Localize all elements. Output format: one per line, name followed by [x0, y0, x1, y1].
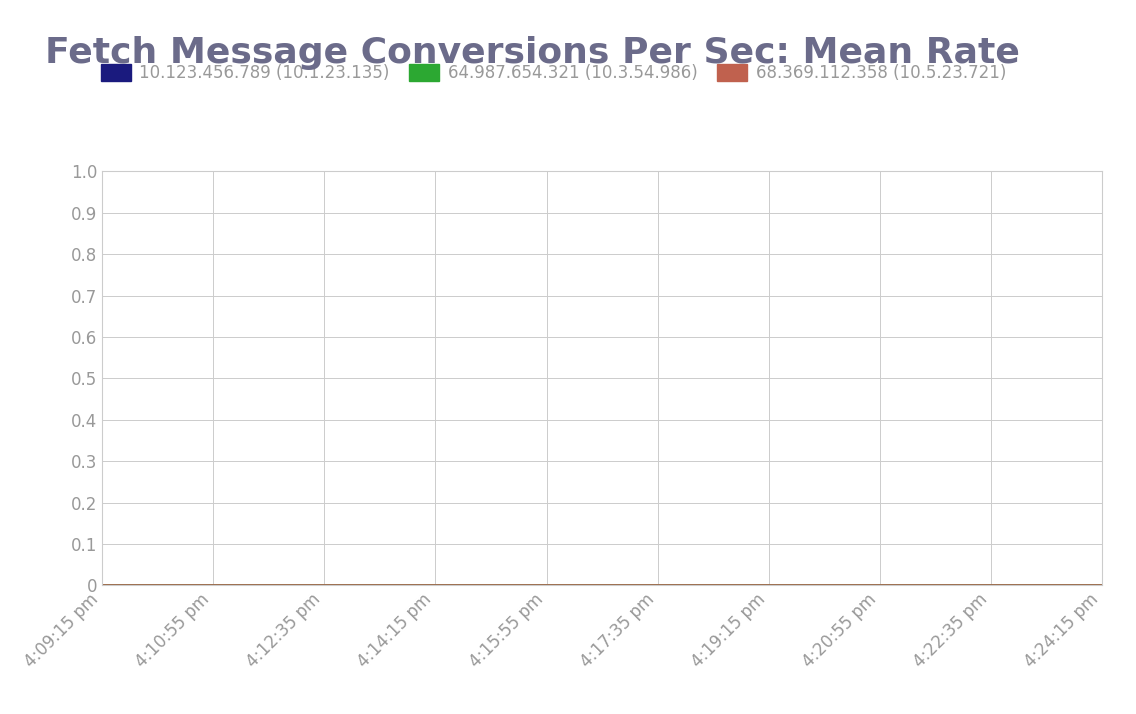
Legend: 10.123.456.789 (10.1.23.135), 64.987.654.321 (10.3.54.986), 68.369.112.358 (10.5: 10.123.456.789 (10.1.23.135), 64.987.654…	[101, 64, 1006, 82]
Text: Fetch Message Conversions Per Sec: Mean Rate: Fetch Message Conversions Per Sec: Mean …	[45, 36, 1020, 70]
